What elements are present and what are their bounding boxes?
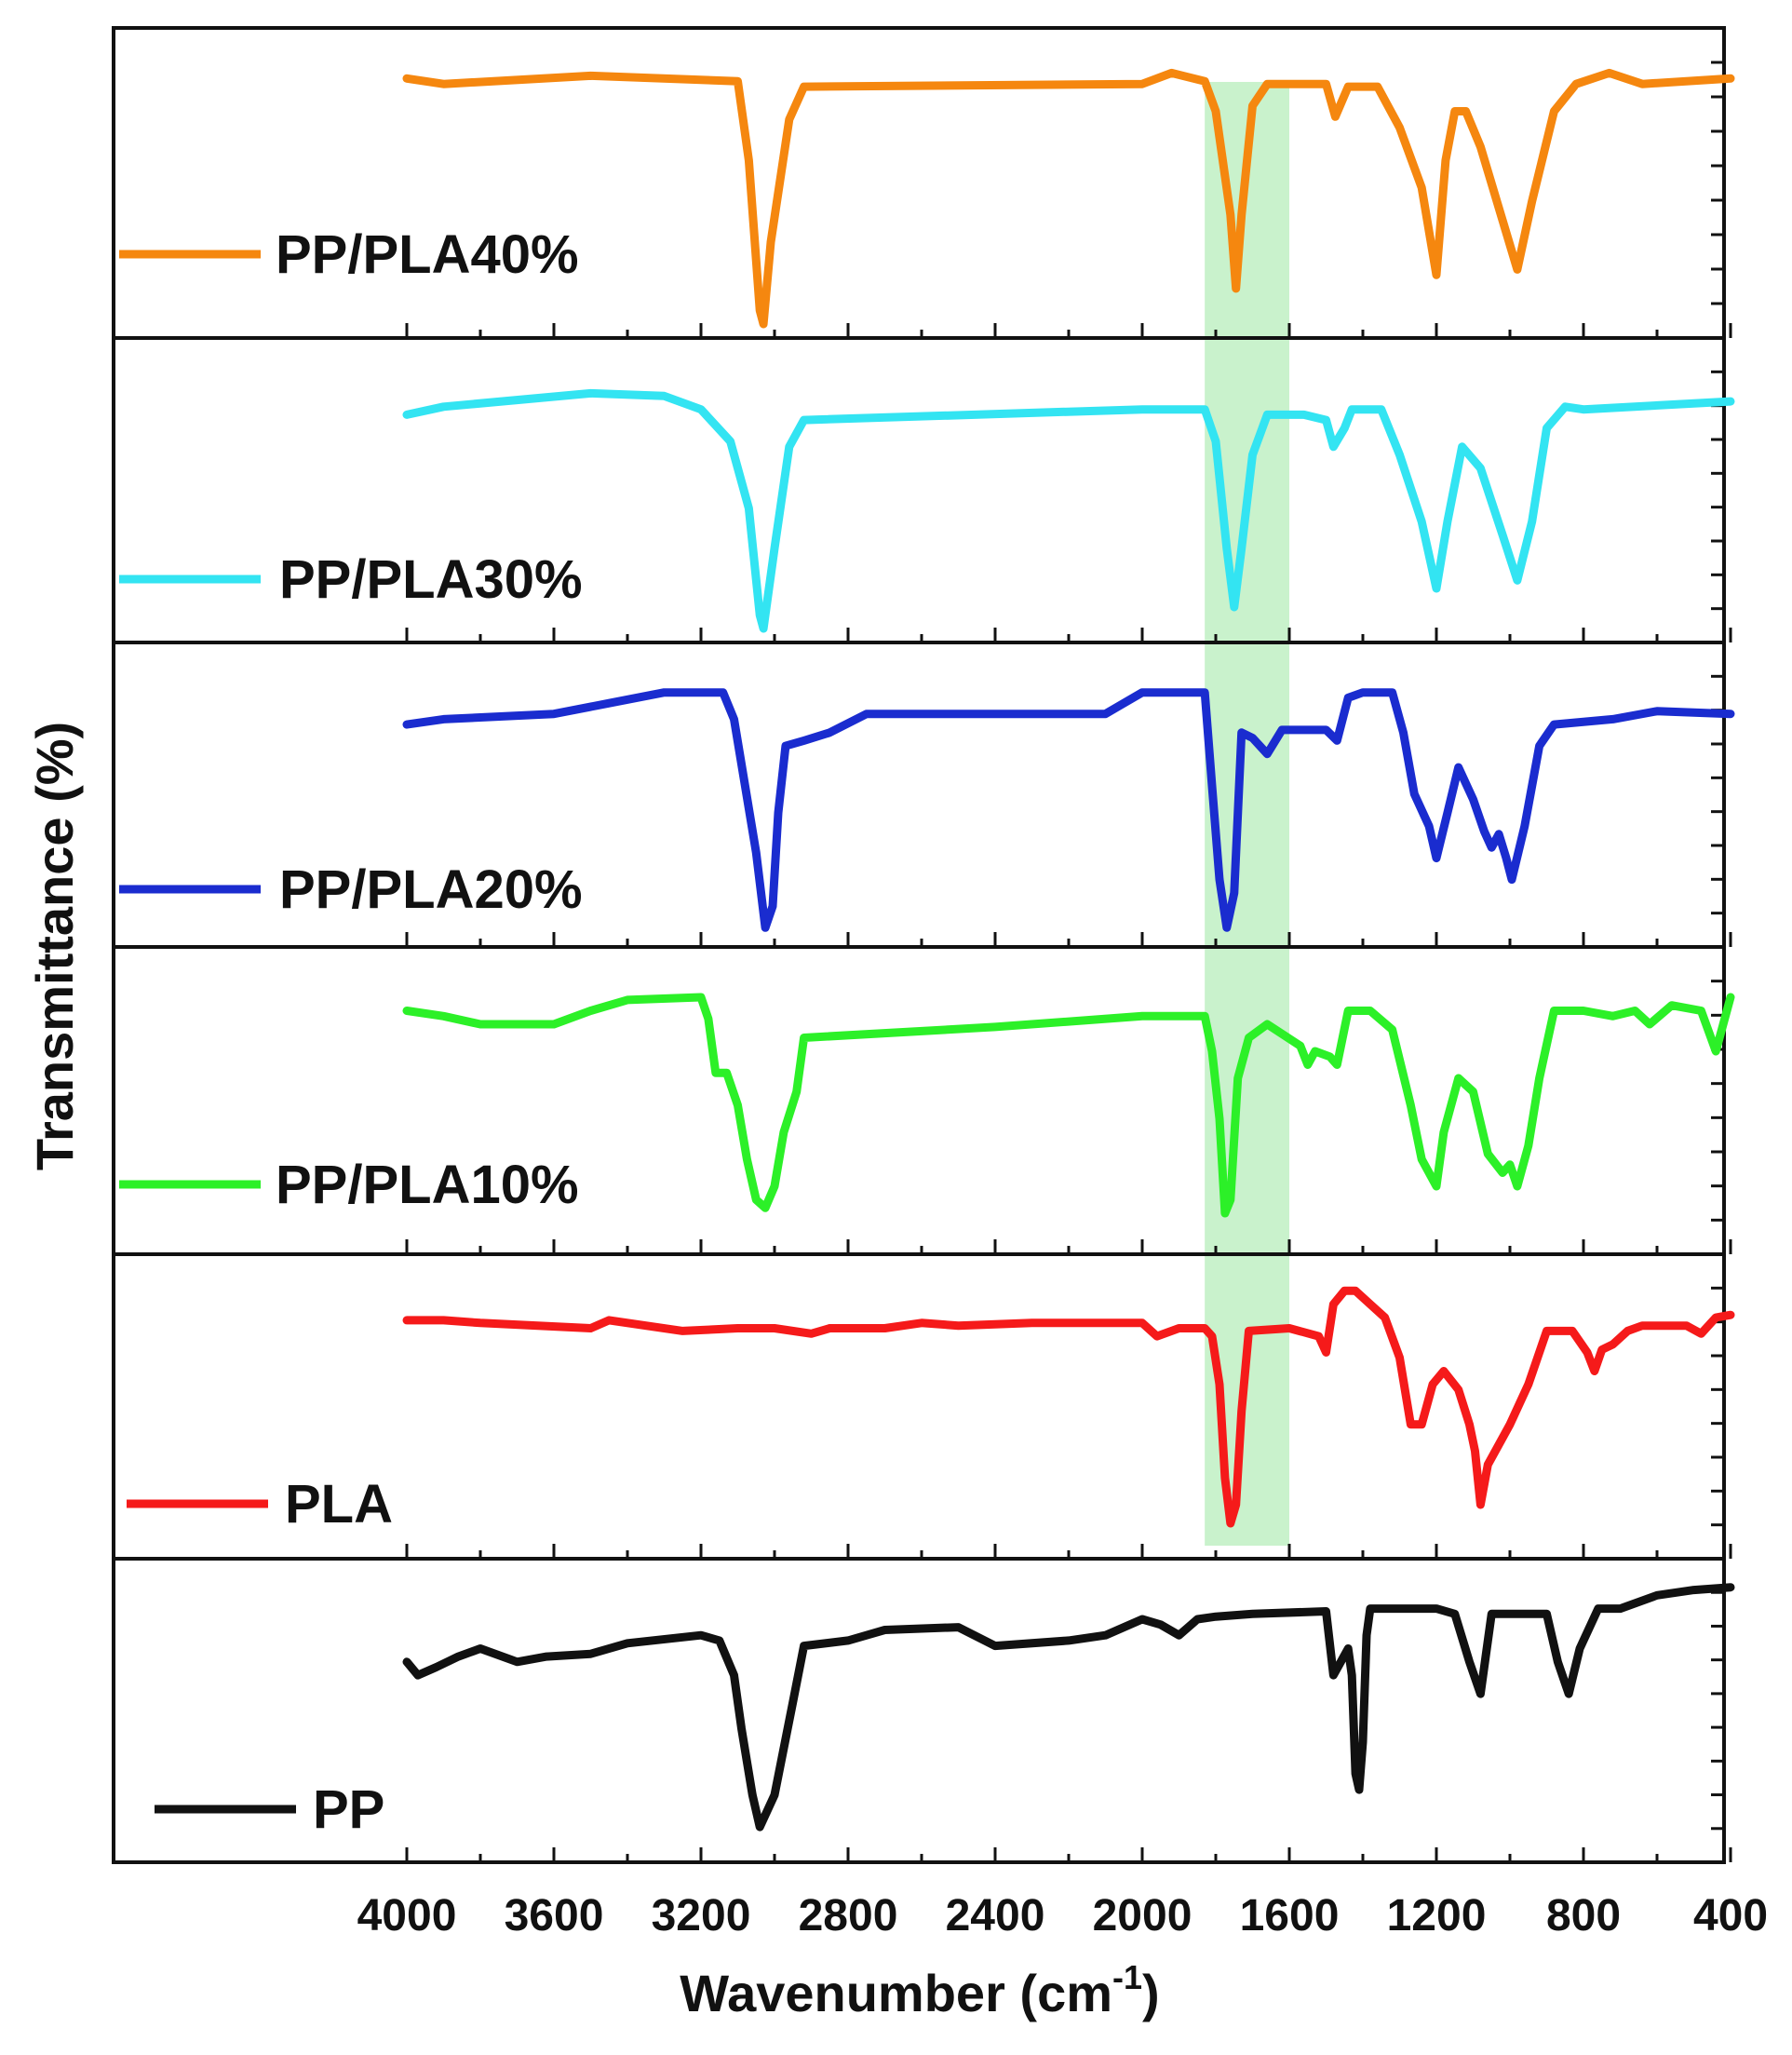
x-tick-label: 2800: [799, 1891, 898, 1940]
highlight-band: [1205, 82, 1289, 1546]
panel-5: PLA: [112, 1252, 1735, 1561]
x-axis-label: Wavenumber (cm-1): [680, 1958, 1159, 2022]
x-tick-label: 1200: [1387, 1891, 1487, 1940]
x-axis-label-close: ): [1142, 1964, 1160, 2022]
series-line-PP: [402, 1583, 1735, 1832]
legend-label: PP/PLA30%: [279, 549, 583, 610]
x-tick-label: 3200: [652, 1891, 751, 1940]
x-axis-label-sup: -1: [1112, 1958, 1142, 1996]
panels-layer: PP/PLA40% PP/PLA30% PP/PLA20% PP/PLA10% PLA P…: [112, 26, 1735, 1864]
panel-1: PP/PLA40%: [112, 26, 1735, 340]
series-line-PP/PLA30%: [402, 388, 1735, 633]
panel-frame: [112, 1557, 1726, 1864]
x-tick-label: 2400: [946, 1891, 1045, 1940]
series-line-PLA: [402, 1286, 1735, 1528]
panel-frame: [112, 26, 1726, 340]
x-tick-label: 800: [1546, 1891, 1621, 1940]
legend-label: PP: [313, 1779, 384, 1840]
panel-3: PP/PLA20%: [112, 641, 1735, 949]
x-tick-label: 400: [1693, 1891, 1768, 1940]
legend-label: PLA: [285, 1474, 393, 1534]
x-tick-label: 4000: [357, 1891, 457, 1940]
x-axis-ticks: 4000 3600 3200 2800 2400 2000 1600 1200 800 400: [357, 1891, 1768, 1940]
panel-6: PP: [112, 1557, 1735, 1864]
legend-label: PP/PLA40%: [276, 224, 579, 285]
x-tick-label: 1600: [1240, 1891, 1340, 1940]
series-line-PP/PLA20%: [402, 688, 1735, 932]
legend-label: PP/PLA10%: [276, 1155, 579, 1215]
x-tick-label: 3600: [505, 1891, 604, 1940]
series-line-PP/PLA40%: [402, 68, 1735, 329]
legend-label: PP/PLA20%: [279, 859, 583, 920]
x-axis-label-main: Wavenumber (cm: [680, 1964, 1112, 2022]
x-tick-label: 2000: [1093, 1891, 1192, 1940]
y-axis-label: Transmittance (%): [25, 722, 84, 1170]
panel-2: PP/PLA30%: [112, 336, 1735, 644]
series-line-PP/PLA10%: [402, 993, 1735, 1218]
panel-4: PP/PLA10%: [112, 945, 1735, 1256]
